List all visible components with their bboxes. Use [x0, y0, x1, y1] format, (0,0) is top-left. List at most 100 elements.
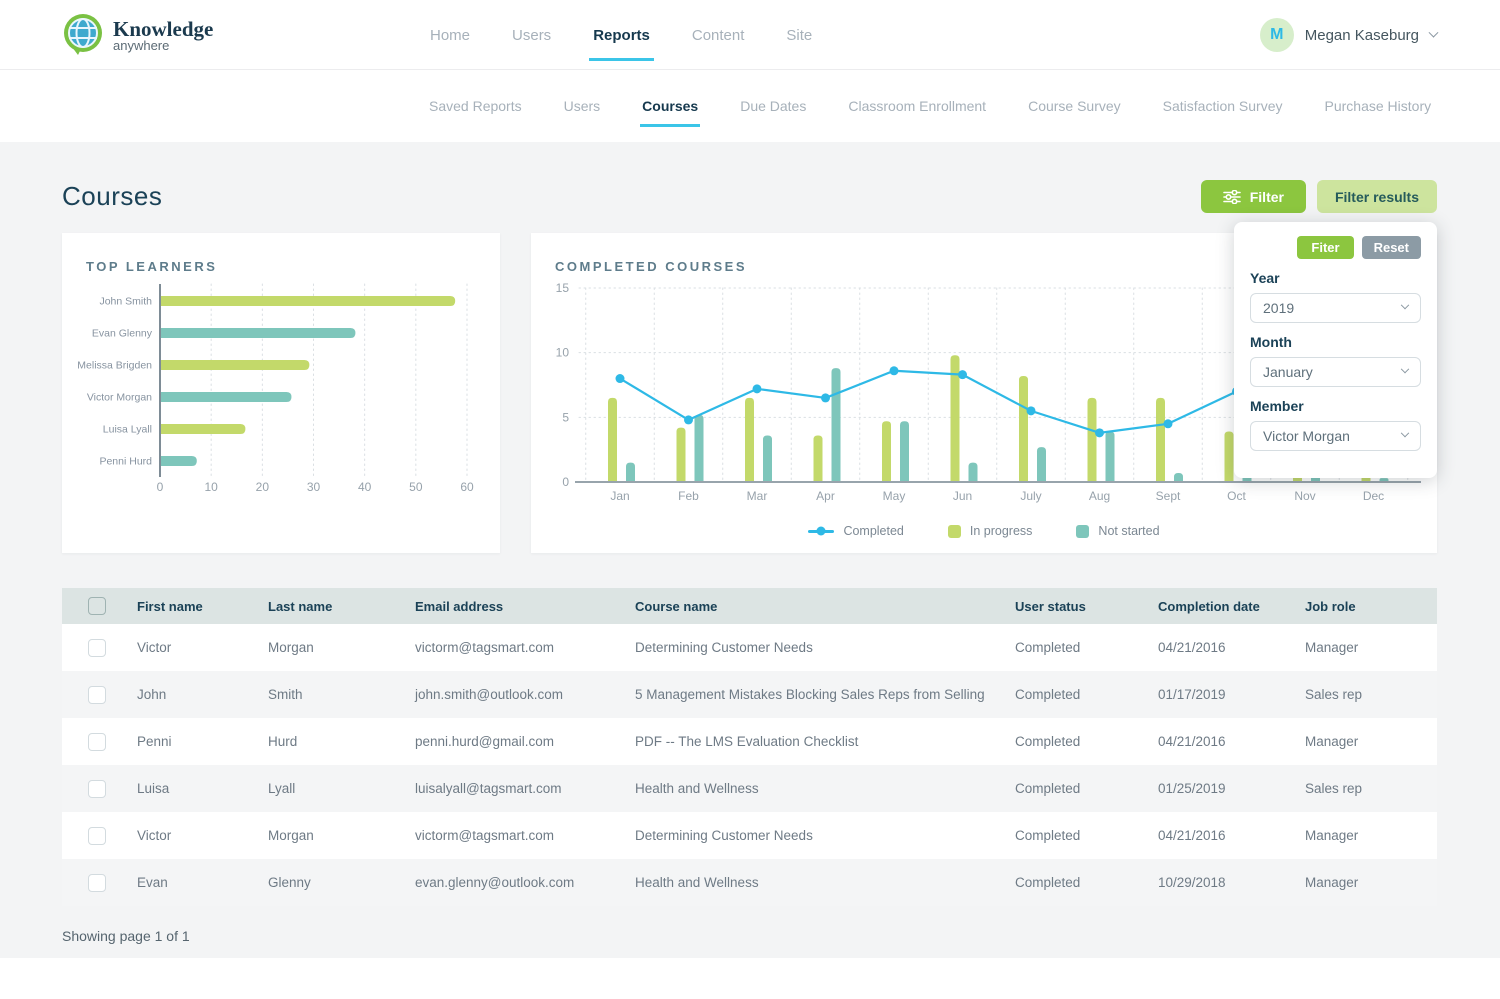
- cell-course: 5 Management Mistakes Blocking Sales Rep…: [635, 687, 985, 702]
- column-header-completion-date: Completion date: [1158, 598, 1260, 614]
- cell-last: Glenny: [268, 875, 311, 890]
- subnav-item-course-survey[interactable]: Course Survey: [1028, 98, 1121, 114]
- svg-text:Oct: Oct: [1227, 489, 1246, 503]
- top-learners-title: TOP LEARNERS: [86, 259, 218, 274]
- legend-item-completed[interactable]: Completed: [808, 524, 904, 538]
- avatar: M: [1259, 18, 1294, 52]
- svg-text:5: 5: [562, 410, 569, 424]
- cell-role: Sales rep: [1305, 687, 1363, 702]
- filter-results-button[interactable]: Filter results: [1316, 180, 1437, 213]
- user-name: Megan Kaseburg: [1304, 26, 1419, 44]
- subnav-item-users[interactable]: Users: [563, 98, 601, 114]
- subnav-item-saved-reports[interactable]: Saved Reports: [429, 98, 522, 114]
- legend-item-not-started[interactable]: Not started: [1076, 524, 1160, 538]
- subnav-item-purchase-history[interactable]: Purchase History: [1324, 98, 1432, 114]
- top-nav-bar: Knowledge anywhere Home Users Reports Conte…: [0, 0, 1500, 70]
- row-checkbox[interactable]: [88, 732, 106, 751]
- svg-text:Apr: Apr: [816, 489, 835, 503]
- row-checkbox[interactable]: [88, 826, 106, 845]
- svg-text:Feb: Feb: [678, 489, 699, 503]
- cell-email: victorm@tagsmart.com: [415, 828, 554, 843]
- column-header-last-name: Last name: [268, 598, 333, 614]
- chevron-down-icon: [1428, 27, 1439, 38]
- globe-logo-icon: [64, 14, 102, 55]
- cell-course: PDF -- The LMS Evaluation Checklist: [635, 734, 859, 749]
- month-select[interactable]: January: [1250, 357, 1421, 387]
- cell-last: Morgan: [268, 640, 314, 655]
- cell-course: Determining Customer Needs: [635, 828, 813, 843]
- legend-label: In progress: [969, 524, 1033, 538]
- subnav-item-due-dates[interactable]: Due Dates: [740, 98, 807, 114]
- courses-table: First name Last name Email address Course n…: [62, 588, 1437, 906]
- table-row: Luisa Lyall luisalyall@tagsmart.com Health …: [62, 765, 1437, 812]
- legend-swatch-icon: [947, 524, 961, 538]
- chevron-down-icon: [1400, 364, 1410, 374]
- svg-text:10: 10: [204, 480, 218, 494]
- cell-first: John: [137, 687, 167, 702]
- filter-button-label: Filter: [1249, 188, 1284, 205]
- cell-email: luisalyall@tagsmart.com: [415, 781, 562, 796]
- cell-first: Penni: [137, 734, 172, 749]
- apply-filter-button[interactable]: Fiter: [1297, 236, 1354, 259]
- filter-sliders-icon: [1222, 189, 1241, 204]
- brand-title: Knowledge: [113, 17, 214, 41]
- brand-logo[interactable]: Knowledge anywhere: [62, 13, 213, 59]
- year-select[interactable]: 2019: [1250, 293, 1421, 323]
- subnav-item-courses[interactable]: Courses: [640, 98, 701, 127]
- row-checkbox[interactable]: [88, 638, 106, 657]
- legend-label: Not started: [1098, 524, 1160, 538]
- cell-last: Lyall: [268, 781, 296, 796]
- svg-text:Mar: Mar: [747, 489, 768, 503]
- chevron-down-icon: [1400, 300, 1410, 310]
- nav-item-site[interactable]: Site: [786, 26, 813, 44]
- cell-role: Manager: [1305, 875, 1359, 890]
- nav-item-content[interactable]: Content: [691, 26, 745, 44]
- column-header-job-role: Job role: [1305, 598, 1356, 614]
- row-checkbox[interactable]: [88, 779, 106, 798]
- user-menu[interactable]: M Megan Kaseburg: [1259, 18, 1439, 52]
- page-head: Courses Filter Filter results: [62, 180, 1437, 213]
- cell-status: Completed: [1015, 875, 1081, 890]
- row-checkbox[interactable]: [88, 873, 106, 892]
- filter-button[interactable]: Filter: [1200, 180, 1306, 213]
- legend-swatch-icon: [1076, 524, 1090, 538]
- cell-first: Victor: [137, 828, 172, 843]
- table-body: Victor Morgan victorm@tagsmart.com Determin…: [62, 624, 1437, 906]
- svg-text:30: 30: [307, 480, 321, 494]
- select-all-checkbox[interactable]: [88, 597, 106, 615]
- legend-item-in-progress[interactable]: In progress: [947, 524, 1033, 538]
- top-learners-card: TOP LEARNERS 0 10 20 30 40 50 60 John Smith Evan…: [62, 233, 500, 553]
- cell-last: Morgan: [268, 828, 314, 843]
- page-title: Courses: [62, 181, 163, 211]
- avatar-initial: M: [1270, 26, 1284, 43]
- chart-legend: Completed In progress Not started: [531, 524, 1437, 538]
- cell-status: Completed: [1015, 687, 1081, 702]
- cell-status: Completed: [1015, 640, 1081, 655]
- nav-item-home[interactable]: Home: [430, 26, 471, 44]
- reset-filter-button[interactable]: Reset: [1361, 236, 1421, 259]
- main-nav: Home Users Reports Content Site: [430, 0, 812, 70]
- row-checkbox[interactable]: [88, 685, 106, 704]
- table-row: Evan Glenny evan.glenny@outlook.com Health …: [62, 859, 1437, 906]
- table-header-row: First name Last name Email address Course n…: [62, 588, 1437, 624]
- cell-email: evan.glenny@outlook.com: [415, 875, 575, 890]
- svg-text:Luisa Lyall: Luisa Lyall: [103, 424, 152, 436]
- nav-item-reports[interactable]: Reports: [589, 26, 654, 61]
- svg-text:60: 60: [460, 480, 474, 494]
- reports-subnav: Saved Reports Users Courses Due Dates Classr…: [0, 70, 1500, 142]
- cell-course: Determining Customer Needs: [635, 640, 813, 655]
- nav-item-users[interactable]: Users: [512, 26, 552, 44]
- svg-text:Victor Morgan: Victor Morgan: [87, 392, 152, 404]
- cell-date: 04/21/2016: [1158, 734, 1226, 749]
- svg-text:40: 40: [358, 480, 372, 494]
- cell-status: Completed: [1015, 734, 1081, 749]
- filter-panel: Fiter Reset Year 2019 Month January Member Vi…: [1234, 222, 1437, 478]
- legend-swatch-icon: [808, 526, 835, 536]
- cell-first: Victor: [137, 640, 172, 655]
- filter-field-label-year: Year: [1250, 270, 1280, 286]
- svg-text:Jan: Jan: [610, 489, 629, 503]
- subnav-item-classroom-enrollment[interactable]: Classroom Enrollment: [848, 98, 987, 114]
- member-select[interactable]: Victor Morgan: [1250, 421, 1421, 451]
- subnav-item-satisfaction-survey[interactable]: Satisfaction Survey: [1162, 98, 1283, 114]
- top-learners-chart: 0 10 20 30 40 50 60 John Smith Evan Glenny Meliss…: [77, 283, 474, 494]
